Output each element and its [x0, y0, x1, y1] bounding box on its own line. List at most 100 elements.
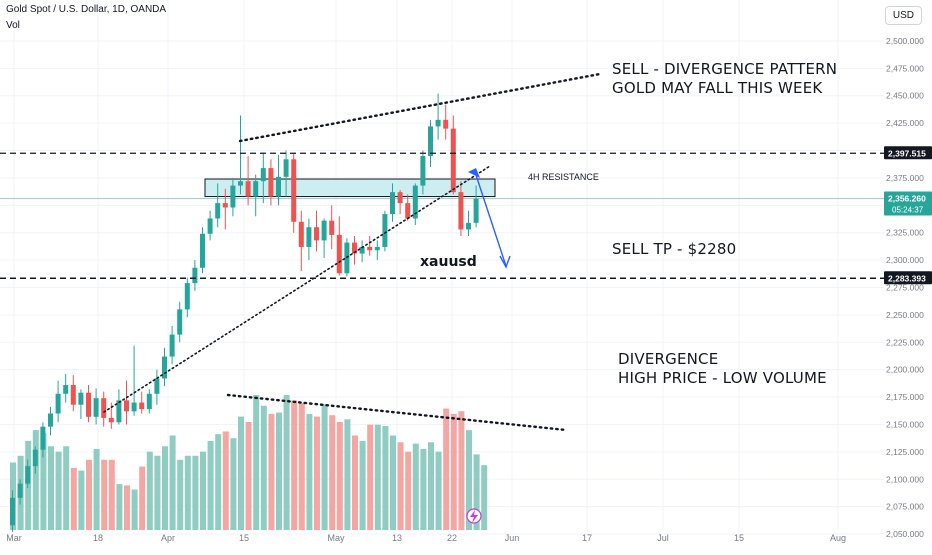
candle-body	[382, 214, 388, 247]
volume-bar	[192, 455, 199, 530]
candle-body	[458, 192, 464, 230]
volume-bar	[450, 413, 457, 530]
volume-bar	[70, 467, 77, 530]
volume-bar	[101, 459, 108, 530]
volume-bar	[169, 435, 176, 530]
candle-body	[124, 400, 129, 412]
divergence-line1: DIVERGENCE	[618, 350, 719, 368]
price-tick-label: 2,100.000	[886, 474, 924, 484]
candle-body	[253, 181, 259, 197]
sell-divergence-line2: GOLD MAY FALL THIS WEEK	[612, 79, 823, 97]
volume-bar	[86, 459, 92, 530]
candle-body	[314, 227, 319, 241]
volume-bar	[397, 442, 404, 530]
volume-bar	[367, 424, 374, 530]
price-tick-label: 2,325.000	[886, 228, 924, 238]
candle-body	[473, 198, 479, 223]
price-tick-label: 2,500.000	[886, 36, 924, 46]
current-price-tag-countdown: 05:24:37	[892, 205, 924, 214]
volume-bar	[412, 443, 419, 530]
volume-bar	[420, 449, 427, 530]
price-tick-label: 2,175.000	[886, 392, 924, 402]
symbol-title[interactable]: Gold Spot / U.S. Dollar, 1D, OANDA	[6, 4, 167, 15]
current-price-tag-bg	[884, 191, 932, 216]
candle-body	[192, 267, 198, 284]
volume-bar	[306, 413, 313, 530]
time-tick-label: Jul	[657, 533, 669, 543]
volume-bar	[230, 438, 237, 530]
support-trendline	[103, 165, 491, 413]
volume-bar	[314, 416, 320, 530]
volume-bar	[260, 405, 267, 530]
arrow-head-top	[468, 168, 480, 178]
volume-bar	[428, 442, 434, 530]
volume-bar	[435, 451, 442, 530]
price-tick-label: 2,200.000	[886, 365, 924, 375]
candle-body	[169, 334, 175, 357]
volume-bar	[245, 422, 252, 530]
candle-body	[139, 402, 145, 410]
candle-body	[93, 398, 99, 417]
candle-body	[245, 181, 251, 197]
candle-body	[428, 126, 433, 157]
volume-label[interactable]: Vol	[6, 20, 20, 31]
volume-bar	[321, 404, 328, 530]
candle-body	[70, 385, 76, 405]
current-price-tag: 2,356.260	[888, 193, 926, 203]
upper-level-tag-bg	[884, 146, 932, 160]
time-tick-label: 18	[93, 533, 103, 543]
volume-bar	[139, 466, 146, 530]
candle-body	[276, 176, 281, 197]
volume-bar	[481, 465, 488, 530]
volume-bar	[283, 395, 290, 530]
volume-bar	[374, 424, 381, 530]
volume-bar	[222, 431, 229, 530]
candle-body	[177, 309, 183, 335]
candle-body	[215, 203, 221, 219]
candle-body	[48, 413, 53, 427]
candle-body	[268, 168, 274, 197]
candle-body	[108, 417, 114, 423]
candle-body	[390, 192, 395, 215]
candle-body	[146, 393, 152, 410]
candle-body	[321, 220, 327, 241]
candle-body	[352, 242, 357, 254]
candle-body	[374, 246, 380, 251]
candle-body	[238, 181, 243, 186]
candle-body	[32, 449, 38, 467]
candle-body	[450, 128, 456, 193]
currency-button[interactable]: USD	[884, 6, 922, 25]
candle-body	[116, 400, 122, 423]
volume-bar	[207, 440, 214, 530]
volume-bar	[298, 403, 305, 530]
volume-bar	[116, 484, 123, 530]
candle-body	[466, 222, 471, 230]
time-tick-label: 13	[392, 533, 402, 543]
tp-level-tag-bg	[884, 271, 932, 285]
price-tick-label: 2,225.000	[886, 337, 924, 347]
lightning-icon	[470, 510, 478, 523]
candle-body	[78, 392, 84, 405]
divergence-note: DIVERGENCE HIGH PRICE - LOW VOLUME	[618, 350, 827, 388]
volume-bar	[390, 435, 396, 530]
candle-body	[63, 385, 69, 394]
candle-body	[162, 356, 167, 379]
candle-body	[405, 203, 411, 219]
volume-bar	[382, 426, 389, 530]
sell-tp-note: SELL TP - $2280	[612, 240, 737, 258]
volume-bar	[359, 440, 366, 530]
volume-bar	[344, 419, 351, 530]
volume-bar	[253, 395, 260, 530]
time-tick-label: Mar	[6, 533, 22, 543]
price-tick-label: 2,425.000	[886, 118, 924, 128]
sell-divergence-note: SELL - DIVERGENCE PATTERN GOLD MAY FALL …	[612, 60, 837, 98]
volume-bar	[466, 430, 472, 530]
candle-body	[101, 398, 107, 418]
volume-bar	[32, 430, 39, 530]
volume-bar	[473, 454, 480, 530]
volume-bar	[146, 451, 153, 530]
candle-body	[207, 218, 213, 234]
candle-body	[10, 497, 15, 526]
